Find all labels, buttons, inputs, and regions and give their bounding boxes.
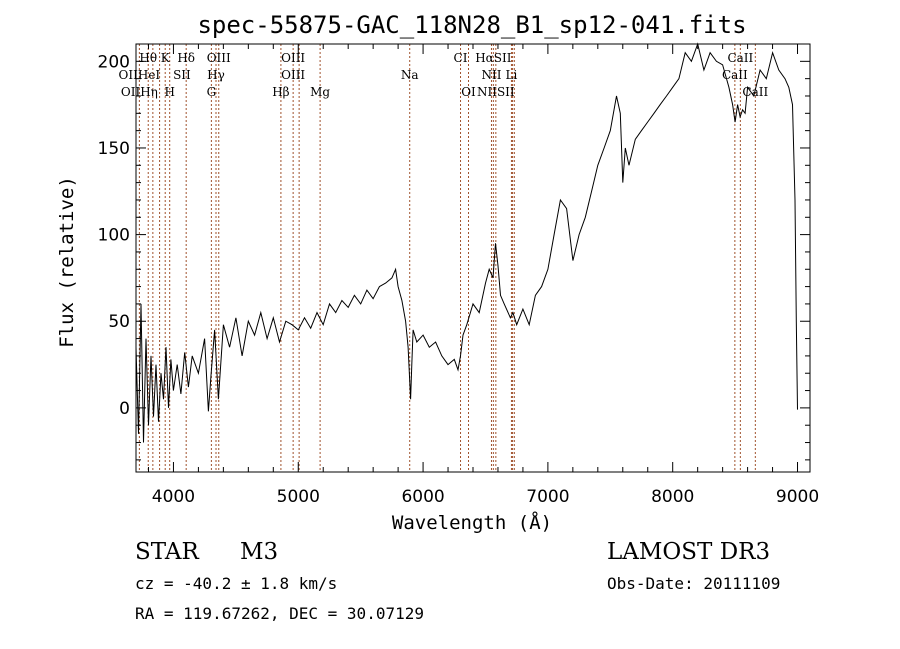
y-tick-label: 100 [98,226,130,246]
object-type: STAR [135,539,199,565]
line-label: Hβ [272,85,289,99]
line-label: SII [173,68,191,82]
emission-line-labels: Hθ K Hδ OIII OIII CI HαSII CaII OIIHeI SII Hγ OIII N… [119,51,769,99]
line-label: CI [454,51,468,65]
observation-date: Obs-Date: 20111109 [607,574,781,593]
y-tick-label: 200 [98,52,130,72]
x-tick-label: 6000 [401,487,444,507]
line-label: OIII [207,51,231,65]
line-label: CaII [722,68,748,82]
line-label: H [164,85,174,99]
spectrum-line [135,42,798,443]
y-axis-label: Flux (relative) [56,176,78,348]
emission-line-markers [138,44,756,472]
y-tick-label: 150 [98,139,130,159]
x-tick-label: 5000 [277,487,320,507]
line-label: HαSII [475,51,512,65]
line-label: Hθ [139,51,157,65]
line-label: NII [481,68,501,82]
line-label: Hγ [207,68,225,82]
redshift-velocity: cz = -40.2 ± 1.8 km/s [135,574,338,593]
y-tick-label: 50 [108,312,130,332]
plot-frame [135,43,811,473]
y-tick-label: 0 [119,399,130,419]
line-label: OIII [281,68,305,82]
line-label: Li [506,68,518,82]
line-label: K [161,51,171,65]
line-label: Na [401,68,419,82]
x-tick-label: 9000 [776,487,819,507]
x-tick-label: 4000 [152,487,195,507]
y-axis-ticks: 0 50 100 150 200 [98,43,810,461]
line-label: G [207,85,217,99]
x-axis-ticks: 4000 5000 6000 7000 8000 9000 [147,44,819,507]
line-label: OI [461,85,476,99]
x-tick-label: 8000 [651,487,694,507]
survey-name: LAMOST DR3 [607,539,771,565]
line-label: NIISII [477,85,515,99]
x-tick-label: 7000 [526,487,569,507]
chart-title: spec-55875-GAC_118N28_B1_sp12-041.fits [197,11,746,39]
line-label: Hδ [177,51,195,65]
line-label: CaII [727,51,753,65]
line-label: OIIHη [121,85,158,99]
x-axis-label: Wavelength (Å) [392,511,552,534]
spectral-subclass: M3 [240,539,279,565]
line-label: OIIHeI [119,68,161,82]
line-label: Mg [310,85,330,99]
coordinates: RA = 119.67262, DEC = 30.07129 [135,604,424,623]
line-label: OIII [281,51,305,65]
